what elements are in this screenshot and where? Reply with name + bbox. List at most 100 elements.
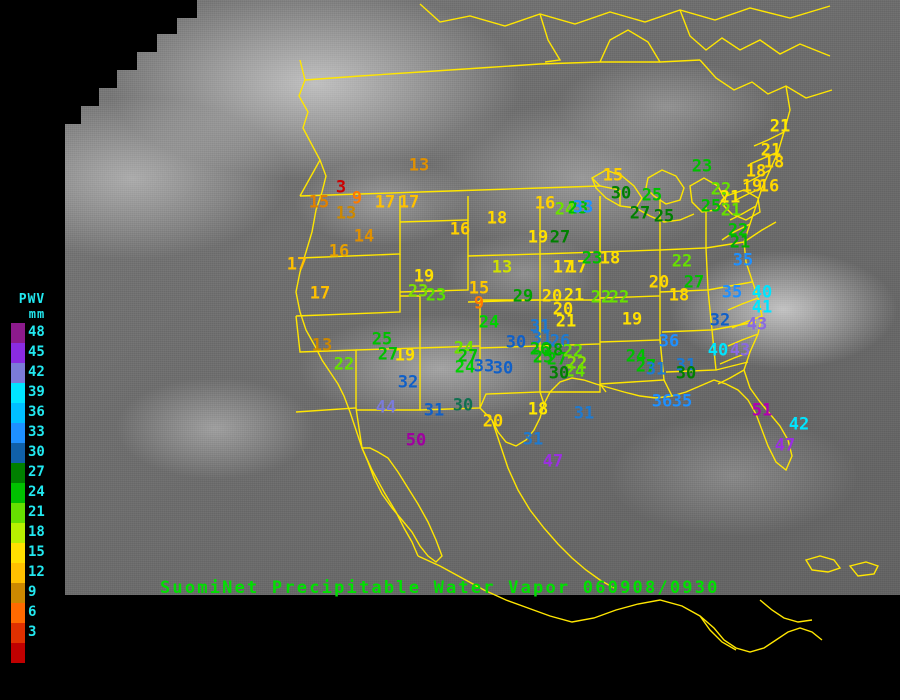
pwv-value: 15 [468,278,490,299]
legend-row [0,643,62,663]
pwv-value: 16 [534,193,556,214]
pwv-value: 25 [371,329,393,350]
pwv-value: 22 [710,179,732,200]
pwv-value: 30 [548,363,570,384]
pwv-value: 17 [286,254,308,275]
pwv-value: 20 [482,411,504,432]
legend-swatch [11,583,25,603]
pwv-value: 20 [541,286,563,307]
legend-scale: 48 45 42 39 36 33 30 27 24 21 18 15 12 9 6 3 [0,323,62,663]
pwv-value: 30 [675,363,697,384]
legend-swatch [11,443,25,463]
pwv-value: 18 [527,399,549,420]
pwv-value: 21 [760,140,782,161]
legend-row: 9 [0,583,62,603]
pwv-value: 18 [599,248,621,269]
legend-tick-label: 45 [28,344,45,360]
legend-tick-label: 9 [28,584,37,600]
legend-tick-label: 12 [28,564,45,580]
legend-row: 27 [0,463,62,483]
pwv-value: 47 [774,435,796,456]
pwv-value: 30 [452,395,474,416]
pwv-value: 21 [729,232,751,253]
pwv-value: 23 [691,156,713,177]
pwv-value: 17 [566,257,588,278]
pwv-value: 23 [567,198,589,219]
pwv-value: 22 [333,354,355,375]
pwv-value: 25 [653,206,675,227]
pwv-value: 18 [745,161,767,182]
pwv-value: 29 [512,286,534,307]
legend-row: 15 [0,543,62,563]
legend-swatch [11,563,25,583]
legend-tick-label: 18 [28,524,45,540]
legend-swatch [11,363,25,383]
legend-row: 48 [0,323,62,343]
pwv-value: 36 [651,391,673,412]
pwv-value: 31 [645,359,667,380]
pwv-value: 31 [529,316,551,337]
legend-swatch [11,483,25,503]
pwv-value: 22 [590,287,612,308]
legend-tick-label: 36 [28,404,45,420]
pwv-value: 19 [621,309,643,330]
pwv-value: 24 [625,346,647,367]
legend-unit: mm [28,307,46,321]
pwv-value: 21 [720,200,742,221]
pwv-value: 13 [311,335,333,356]
pwv-value: 22 [608,287,630,308]
legend-row: 42 [0,363,62,383]
page-title: SuomiNet Precipitable Water Vapor 060908… [160,578,720,598]
pwv-value: 41 [751,297,773,318]
pwv-value: 19 [413,266,435,287]
legend-tick-label: 33 [28,424,45,440]
legend-swatch [11,383,25,403]
legend-row: 3 [0,623,62,643]
pwv-value: 13 [491,257,513,278]
pwv-value: 17 [552,257,574,278]
pwv-value: 18 [763,152,785,173]
pwv-colorbar-legend: PWV mm 48 45 42 39 36 33 30 27 24 21 18 15 12 9 6 3 [0,292,62,663]
pwv-value: 35 [732,250,754,271]
legend-row: 12 [0,563,62,583]
pwv-value: 25 [641,185,663,206]
pwv-value: 25 [700,196,722,217]
legend-swatch [11,343,25,363]
pwv-value: 28 [542,340,564,361]
pwv-value: 31 [423,400,445,421]
legend-tick-label: 42 [28,364,45,380]
pwv-value: 30 [610,183,632,204]
pwv-value: 30 [492,358,514,379]
pwv-value: 27 [377,344,399,365]
pwv-value: 51 [751,400,773,421]
legend-row: 6 [0,603,62,623]
legend-swatch [11,603,25,623]
legend-title: PWV [18,292,46,307]
pwv-value: 23 [407,281,429,302]
pwv-value: 24 [453,338,475,359]
pwv-value: 35 [671,391,693,412]
pwv-value: 16 [758,176,780,197]
legend-swatch [11,503,25,523]
pwv-value: 43 [746,314,768,335]
pwv-value: 17 [309,283,331,304]
pwv-value: 19 [394,345,416,366]
pwv-value: 26 [529,339,551,360]
pwv-value: 16 [449,219,471,240]
pwv-value: 31 [522,429,544,450]
legend-tick-label: 24 [28,484,45,500]
pwv-value: 15 [602,165,624,186]
pwv-value: 36 [658,331,680,352]
legend-tick-label: 3 [28,624,37,640]
pwv-value: 33 [572,197,594,218]
pwv-value: 15 [308,192,330,213]
legend-row: 36 [0,403,62,423]
pwv-value: 21 [563,285,585,306]
pwv-value: 27 [629,203,651,224]
pwv-value: 22 [671,251,693,272]
pwv-value: 27 [549,227,571,248]
pwv-value: 13 [335,203,357,224]
pwv-value: 22 [562,341,584,362]
pwv-value: 24 [564,361,586,382]
pwv-value: 31 [675,355,697,376]
